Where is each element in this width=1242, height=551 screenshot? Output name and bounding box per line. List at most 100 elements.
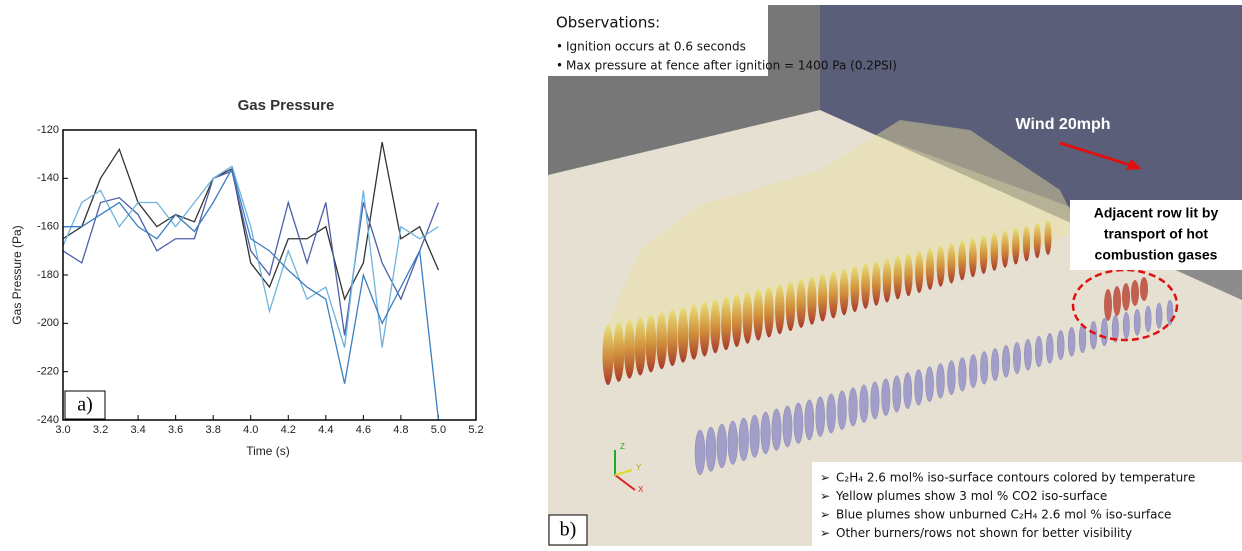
- y-tick-label: -180: [37, 269, 59, 281]
- x-tick-label: 4.6: [356, 424, 371, 436]
- y-axis-label: Gas Pressure (Pa): [10, 225, 24, 324]
- burning-plume: [807, 276, 817, 325]
- bullet: ➢: [820, 526, 830, 540]
- burning-plume: [1044, 220, 1052, 255]
- series-line: [63, 166, 440, 421]
- callout-line: combustion gases: [1095, 247, 1218, 263]
- burning-plume: [677, 307, 689, 363]
- blue-plume: [870, 381, 880, 420]
- blue-plume: [1155, 302, 1163, 329]
- lit-plume: [1131, 280, 1139, 306]
- plot-area: -240 -220 -200 -180 -160 -140 -120 3.0 3.2 3.4 3.6…: [37, 124, 484, 436]
- y-tick-label: -160: [37, 221, 59, 233]
- blue-plume: [1089, 320, 1098, 350]
- callout-box: [1070, 200, 1242, 270]
- burning-plume: [656, 312, 667, 370]
- y-tick-label: -200: [37, 317, 59, 329]
- y-tick-label: -140: [37, 172, 59, 184]
- plumes: [602, 220, 1174, 476]
- note: C₂H₄ 2.6 mol% iso-surface contours color…: [836, 471, 1195, 485]
- burning-plume: [904, 253, 913, 297]
- blue-plume: [958, 357, 967, 392]
- callout-line: Adjacent row lit by: [1094, 205, 1219, 221]
- bullet: ➢: [820, 471, 830, 485]
- burning-plume: [893, 255, 902, 300]
- observations-title: Observations:: [556, 14, 660, 32]
- blue-plume: [1056, 329, 1065, 361]
- burning-plume: [688, 304, 699, 360]
- blue-plume: [1067, 326, 1076, 357]
- blue-plume: [936, 363, 945, 399]
- series-line: [62, 170, 440, 336]
- blue-plume: [914, 369, 923, 406]
- blue-plume: [749, 414, 760, 458]
- burning-plume: [710, 299, 721, 354]
- panel-label: a): [77, 394, 93, 416]
- lit-plume: [1104, 289, 1112, 321]
- blue-plume: [859, 384, 869, 423]
- blue-plume: [738, 417, 749, 462]
- blue-plume: [1046, 333, 1054, 364]
- x-tick-label: 5.0: [431, 424, 446, 436]
- y-tick-label: -220: [37, 366, 59, 378]
- blue-plume: [947, 360, 956, 396]
- burning-plume: [990, 232, 999, 271]
- x-tick-label: 3.4: [130, 424, 145, 436]
- burning-plume: [861, 263, 870, 309]
- axis-triad: Z Y X: [614, 442, 644, 494]
- callout-line: transport of hot: [1104, 226, 1209, 242]
- blue-plume: [1100, 317, 1108, 347]
- blue-plume: [991, 348, 1000, 382]
- lit-plume: [1140, 277, 1148, 301]
- bullet: ➢: [820, 489, 830, 503]
- y-tick-label: -240: [37, 414, 59, 426]
- burning-plume: [774, 284, 785, 335]
- blue-plume: [848, 387, 858, 427]
- blue-plume: [1144, 305, 1152, 333]
- panel-label-box: [64, 390, 106, 420]
- x-tick-label: 3.0: [55, 424, 70, 436]
- burning-plume: [818, 273, 828, 322]
- note: Other burners/rows not shown for better …: [836, 526, 1132, 540]
- burning-plume: [667, 309, 678, 366]
- blue-plume: [881, 378, 891, 416]
- burning-plume: [828, 271, 838, 319]
- note: Yellow plumes show 3 mol % CO2 iso-surfa…: [835, 489, 1107, 503]
- burning-plume: [872, 260, 881, 306]
- blue-plume: [969, 354, 978, 389]
- burning-plume: [915, 250, 924, 294]
- blue-plume: [804, 399, 815, 441]
- panel-label-box: [548, 514, 588, 546]
- x-tick-label: 4.8: [393, 424, 408, 436]
- burning-plume: [731, 294, 742, 347]
- burning-plume: [742, 291, 753, 344]
- blue-plume: [925, 366, 934, 402]
- burning-plume: [947, 243, 956, 284]
- burning-plume: [958, 240, 967, 281]
- bullet: •: [556, 40, 563, 54]
- burning-plume: [634, 317, 646, 376]
- burning-plume: [785, 281, 796, 332]
- observation: Max pressure at fence after ignition = 1…: [566, 59, 897, 73]
- blue-plume: [980, 351, 989, 385]
- wind-arrow-head: [1126, 159, 1142, 170]
- x-tick-label: 5.2: [468, 424, 483, 436]
- series-line: [62, 141, 440, 301]
- burning-plume: [624, 319, 635, 379]
- blue-plume: [793, 402, 804, 444]
- burning-plume: [645, 314, 657, 373]
- burning-plume: [602, 325, 614, 385]
- axis-letter: X: [638, 485, 644, 494]
- burning-plume: [969, 237, 977, 278]
- burning-plume: [699, 301, 710, 357]
- burning-plume: [936, 245, 945, 287]
- bullet: ➢: [820, 508, 830, 522]
- series-line: [62, 165, 439, 348]
- blue-plume: [826, 393, 836, 434]
- burning-plume: [850, 266, 860, 313]
- x-tick-label: 4.0: [243, 424, 258, 436]
- notes: ➢ C₂H₄ 2.6 mol% iso-surface contours colo…: [820, 471, 1195, 541]
- wind-arrow: [1059, 141, 1131, 167]
- burning-plume: [1001, 230, 1009, 268]
